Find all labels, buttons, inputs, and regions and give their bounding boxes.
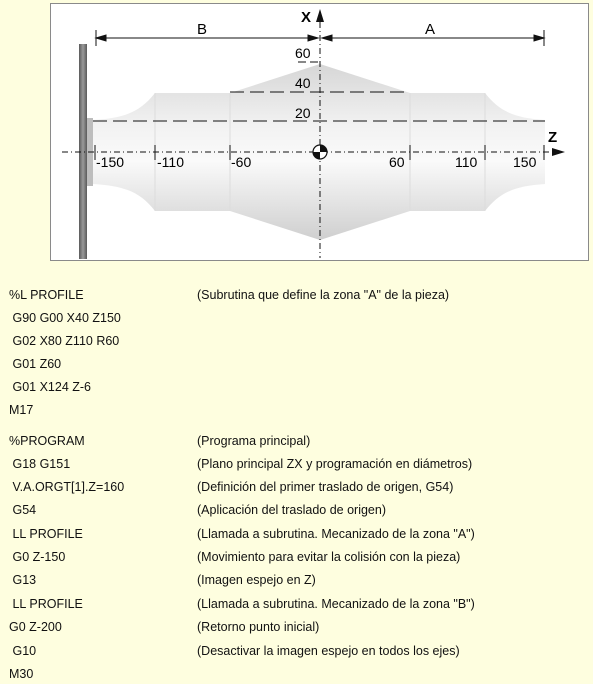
z-tick-label: -150 [96, 154, 124, 170]
x-axis [316, 9, 324, 258]
code-instruction: G90 G00 X40 Z150 [9, 311, 121, 325]
zone-b-dimension [94, 30, 320, 46]
x-tick-label: 60 [295, 45, 311, 61]
program-line: %L PROFILE (Subrutina que define la zona… [0, 285, 593, 305]
z-axis-label: Z [548, 129, 557, 146]
program-line: G01 Z60 [0, 354, 593, 374]
code-instruction: LL PROFILE [9, 527, 83, 541]
program-line: G0 Z-150 (Movimiento para evitar la coli… [0, 547, 593, 567]
code-instruction: G02 X80 Z110 R60 [9, 334, 120, 348]
lathe-part-diagram: B A X Z 60 40 20 -150 -110 -60 60 110 15… [62, 9, 565, 259]
program-line: G18 G151 (Plano principal ZX y programac… [0, 454, 593, 474]
chuck-plate [79, 44, 87, 259]
program-line: G0 Z-200 (Retorno punto inicial) [0, 617, 593, 637]
code-comment: (Llamada a subrutina. Mecanizado de la z… [197, 597, 475, 611]
code-instruction: G0 Z-150 [9, 550, 66, 564]
program-line: LL PROFILE (Llamada a subrutina. Mecaniz… [0, 594, 593, 614]
zone-b-label: B [197, 21, 207, 38]
code-instruction: G01 Z60 [9, 357, 62, 371]
code-comment: (Retorno punto inicial) [197, 620, 320, 634]
program-line: G13 (Imagen espejo en Z) [0, 570, 593, 590]
code-comment: (Programa principal) [197, 434, 311, 448]
program-line: G01 X124 Z-6 [0, 377, 593, 397]
zone-a-dimension [320, 30, 546, 46]
origin-icon [312, 144, 328, 160]
program-line: G10 (Desactivar la imagen espejo en todo… [0, 641, 593, 661]
code-instruction: G01 X124 Z-6 [9, 380, 91, 394]
program-line: G90 G00 X40 Z150 [0, 308, 593, 328]
code-instruction: G10 [9, 644, 37, 658]
code-instruction: G18 G151 [9, 457, 71, 471]
z-tick-label: -110 [157, 154, 184, 170]
code-comment: (Aplicación del traslado de origen) [197, 503, 386, 517]
code-comment: (Llamada a subrutina. Mecanizado de la z… [197, 527, 475, 541]
x-tick-label: 20 [295, 105, 311, 121]
code-instruction: %L PROFILE [9, 288, 84, 302]
code-instruction: LL PROFILE [9, 597, 83, 611]
code-instruction: %PROGRAM [9, 434, 85, 448]
code-instruction: V.A.ORGT[1].Z=160 [9, 480, 125, 494]
zone-a-label: A [425, 21, 435, 38]
z-tick-label: 110 [455, 154, 478, 170]
x-axis-label: X [301, 9, 311, 26]
code-comment: (Plano principal ZX y programación en di… [197, 457, 473, 471]
code-comment: (Movimiento para evitar la colisión con … [197, 550, 461, 564]
program-line: V.A.ORGT[1].Z=160 (Definición del primer… [0, 477, 593, 497]
program-line: M17 [0, 400, 593, 420]
code-instruction: M17 [9, 403, 34, 417]
code-instruction: G13 [9, 573, 37, 587]
program-line: %PROGRAM (Programa principal) [0, 431, 593, 451]
program-line: LL PROFILE (Llamada a subrutina. Mecaniz… [0, 524, 593, 544]
z-tick-label: -60 [231, 154, 251, 170]
z-axis [62, 148, 565, 156]
code-comment: (Subrutina que define la zona "A" de la … [197, 288, 450, 302]
code-comment: (Desactivar la imagen espejo en todos lo… [197, 644, 460, 658]
z-tick-label: 150 [513, 154, 537, 170]
z-tick-label: 60 [389, 154, 405, 170]
code-instruction: G54 [9, 503, 37, 517]
program-line: G54 (Aplicación del traslado de origen) [0, 500, 593, 520]
program-line: M30 [0, 664, 593, 684]
program-line: G02 X80 Z110 R60 [0, 331, 593, 351]
code-instruction: M30 [9, 667, 34, 681]
x-tick-label: 40 [295, 75, 311, 91]
code-comment: (Imagen espejo en Z) [197, 573, 316, 587]
code-instruction: G0 Z-200 [9, 620, 62, 634]
code-comment: (Definición del primer traslado de orige… [197, 480, 454, 494]
